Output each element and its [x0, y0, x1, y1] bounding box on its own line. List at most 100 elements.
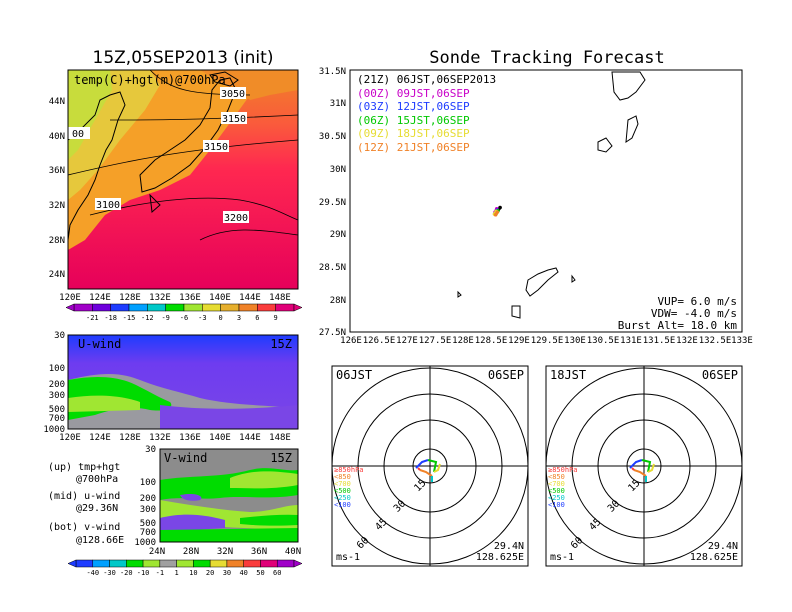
svg-text:1000: 1000	[134, 538, 156, 548]
svg-text:136E: 136E	[179, 293, 201, 303]
colorbar-label: -20	[120, 569, 133, 577]
hodograph-segment	[647, 463, 655, 473]
colorbar-cell	[92, 303, 111, 312]
track-lon-ticks: 126E 126.5E 127E 127.5E 128E 128.5E 129E…	[340, 336, 753, 346]
polar-lon: 128.625E	[690, 552, 738, 563]
svg-text:128E: 128E	[452, 336, 474, 346]
colorbar-label: -40	[86, 569, 99, 577]
uwind-time: 15Z	[270, 337, 292, 351]
svg-text:36N: 36N	[49, 166, 65, 176]
colorbar-label: 3	[237, 314, 241, 322]
colorbar-cell	[260, 559, 278, 568]
legend-entry: (21Z) 06JST,06SEP2013	[357, 73, 496, 86]
svg-text:40N: 40N	[285, 547, 301, 557]
right-panel-title: Sonde Tracking Forecast	[429, 48, 664, 68]
wind-unit: ms-1	[336, 552, 360, 563]
uwind-pressure-ticks: 30 100 200 300 500 700 1000	[43, 331, 65, 435]
svg-text:28N: 28N	[183, 547, 199, 557]
svg-text:28N: 28N	[330, 296, 346, 306]
vwind-label: V-wind	[164, 451, 207, 465]
level-label: <250	[334, 494, 351, 502]
svg-text:27.5N: 27.5N	[319, 328, 346, 338]
colorbar-cell	[220, 303, 240, 312]
vwind-panel	[160, 449, 298, 542]
vwind-lat-ticks: 24N 28N 32N 36N 40N	[149, 547, 301, 557]
svg-text:200: 200	[49, 380, 65, 390]
colorbar-cell	[238, 303, 258, 312]
polar-lat: 29.4N	[494, 541, 524, 552]
svg-text:@29.36N: @29.36N	[76, 503, 118, 514]
contour-label: 3200	[224, 213, 248, 224]
svg-text:32N: 32N	[217, 547, 233, 557]
colorbar-cell	[142, 559, 161, 568]
svg-text:120E: 120E	[59, 293, 81, 303]
legend-entry: (00Z) 09JST,06SEP	[357, 87, 470, 100]
colorbar-cell	[159, 559, 177, 568]
svg-text:24N: 24N	[49, 270, 65, 280]
polar-lon: 128.625E	[476, 552, 524, 563]
colorbar-cell	[257, 303, 276, 312]
svg-text:@700hPa: @700hPa	[76, 474, 118, 485]
svg-text:(mid) u-wind: (mid) u-wind	[48, 491, 120, 502]
svg-text:144E: 144E	[239, 433, 261, 443]
colorbar-label: -21	[86, 314, 99, 322]
colorbar-label: -15	[123, 314, 136, 322]
track-lat-ticks: 31.5N 31N 30.5N 30N 29.5N 29N 28.5N 28N …	[319, 67, 346, 338]
legend-entry: (12Z) 21JST,06SEP	[357, 141, 470, 154]
hodograph-segment	[633, 469, 647, 477]
svg-text:126E: 126E	[340, 336, 362, 346]
colorbar-cell	[128, 303, 148, 312]
svg-text:130.5E: 130.5E	[587, 336, 620, 346]
track-marks	[492, 205, 502, 217]
colorbar-label: 9	[274, 314, 278, 322]
svg-text:200: 200	[140, 494, 156, 504]
svg-text:131.5E: 131.5E	[643, 336, 676, 346]
colorbar-label: -12	[141, 314, 154, 322]
uwind-label: U-wind	[78, 337, 121, 351]
svg-text:500: 500	[49, 405, 65, 415]
svg-text:28N: 28N	[49, 236, 65, 246]
colorbar-label: 20	[206, 569, 214, 577]
hodograph-segment	[417, 467, 421, 471]
colorbar-cell	[209, 559, 228, 568]
svg-text:148E: 148E	[269, 433, 291, 443]
top-map-lat-ticks: 44N 40N 36N 32N 28N 24N	[49, 97, 65, 280]
level-label: <500	[548, 487, 565, 495]
vwind-time: 15Z	[270, 451, 292, 465]
polar-date: 06SEP	[702, 368, 738, 382]
colorbar-cell	[109, 559, 127, 568]
hodograph-segment	[419, 469, 433, 477]
hodograph-segment	[433, 463, 441, 473]
svg-text:144E: 144E	[239, 293, 261, 303]
colorbar-label: -3	[198, 314, 206, 322]
track-point	[498, 205, 502, 210]
colorbar-cell	[176, 559, 194, 568]
contour-label: 3150	[204, 142, 228, 153]
svg-text:128E: 128E	[119, 293, 141, 303]
svg-text:28.5N: 28.5N	[319, 263, 346, 273]
svg-text:129.5E: 129.5E	[531, 336, 564, 346]
svg-text:36N: 36N	[251, 547, 267, 557]
colorbar-label: 60	[273, 569, 281, 577]
colorbar-end	[67, 559, 77, 568]
svg-text:24N: 24N	[149, 547, 165, 557]
level-label: <100	[548, 501, 565, 509]
wind-unit: ms-1	[550, 552, 574, 563]
svg-text:128.5E: 128.5E	[475, 336, 508, 346]
polar-time: 06JST	[336, 368, 372, 382]
colorbar-label: -6	[180, 314, 188, 322]
hodograph-segment	[641, 459, 652, 473]
svg-text:127.5E: 127.5E	[419, 336, 452, 346]
colorbar-cell	[92, 559, 110, 568]
svg-text:29.5N: 29.5N	[319, 198, 346, 208]
uwind-lon-ticks: 120E 124E 128E 132E 136E 140E 144E 148E	[59, 433, 291, 443]
svg-text:32N: 32N	[49, 201, 65, 211]
svg-text:140E: 140E	[209, 433, 231, 443]
colorbar-cell	[126, 559, 144, 568]
colorbar-label: -9	[161, 314, 169, 322]
legend-entry: (03Z) 12JST,06SEP	[357, 100, 470, 113]
level-label: <500	[334, 487, 351, 495]
svg-text:30N: 30N	[330, 165, 346, 175]
svg-text:40N: 40N	[49, 132, 65, 142]
colorbar-label: 10	[189, 569, 197, 577]
